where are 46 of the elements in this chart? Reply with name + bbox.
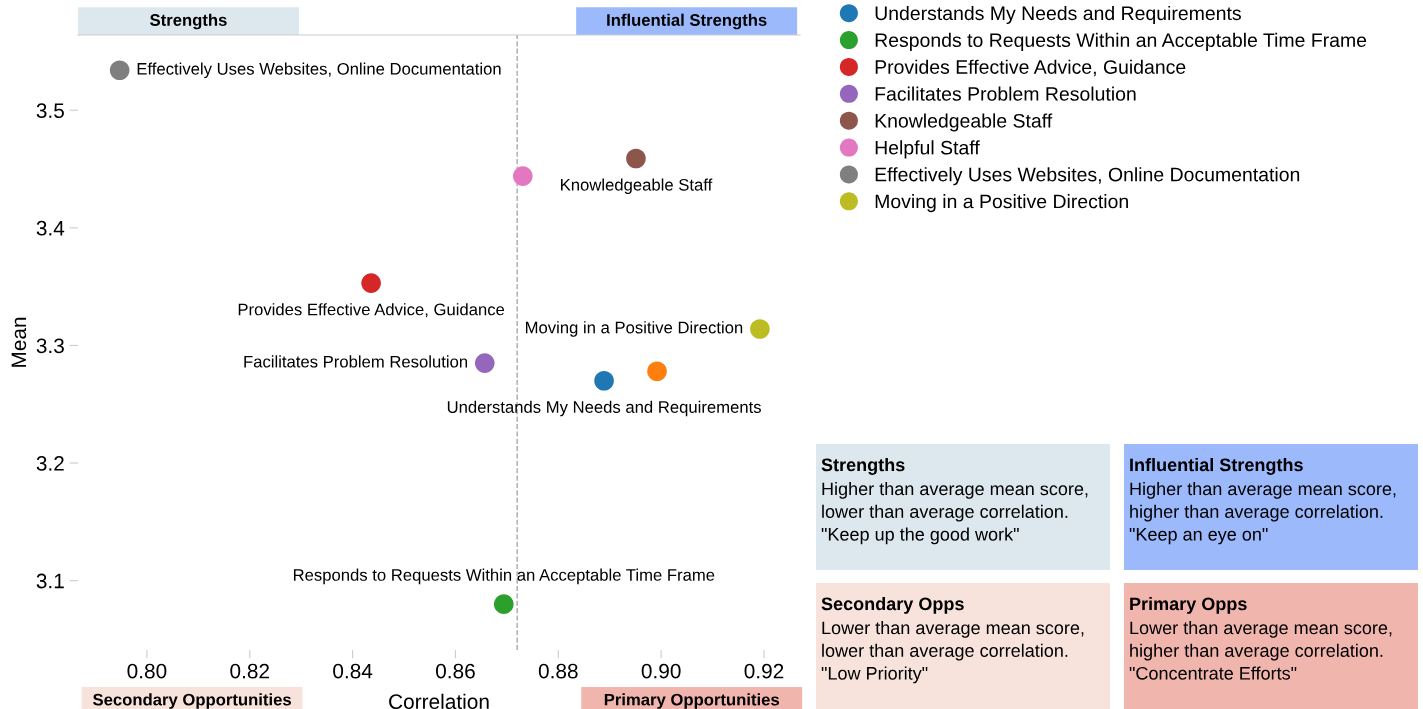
text: Secondary Opportunities <box>93 693 291 709</box>
legend-label: Knowledgeable Staff <box>875 113 1053 132</box>
y-axis-title: Mean <box>11 317 27 367</box>
point <box>626 148 646 169</box>
text: Primary Opps Lower than average mean score, higher than average correlation. "Concentrate Efforts" <box>1129 597 1392 680</box>
point <box>594 370 614 391</box>
x-tick-label: 0.90 <box>641 663 681 679</box>
annotation: Moving in a Positive Direction <box>525 321 743 337</box>
text: Primary Opportunities <box>604 693 779 709</box>
point <box>361 273 381 293</box>
x-axis-title: Correlation <box>389 693 489 709</box>
x-tick-label: 0.80 <box>127 663 167 679</box>
legend-label: Effectively Uses Websites, Online Documentation <box>875 167 1300 186</box>
y-tick-label: 3.1 <box>36 573 64 589</box>
annotation: Provides Effective Advice, Guidance <box>238 303 505 318</box>
x-tick-label: 0.84 <box>333 663 373 679</box>
legend-label: Provides Effective Advice, Guidance <box>875 59 1186 77</box>
x-tick-label: 0.86 <box>436 663 475 679</box>
text: Influential Strengths <box>607 13 767 30</box>
x-tick-label: 0.82 <box>230 663 269 679</box>
x-tick-label: 0.92 <box>744 663 784 679</box>
y-tick-label: 3.4 <box>36 220 65 236</box>
legend-label: Understands My Needs and Requirements <box>875 5 1241 24</box>
annotation: Understands My Needs and Requirements <box>447 400 761 417</box>
text: Influential Strengths Higher than average mean score, higher than average correlation. "Keep an eye on" <box>1129 458 1396 545</box>
annotation: Facilitates Problem Resolution <box>244 355 468 368</box>
y-tick-label: 3.5 <box>36 103 64 119</box>
legend-label: Moving in a Positive Direction <box>875 194 1128 213</box>
annotation: Knowledgeable Staff <box>561 178 713 195</box>
y-tick-label: 3.2 <box>36 456 64 471</box>
annotation: Responds to Requests Within an Acceptable Time Frame <box>293 568 715 585</box>
y-tick-label: 3.3 <box>36 338 64 354</box>
text: Strengths Higher than average mean score, lower than average correlation. "Keep up the good work" <box>821 458 1088 545</box>
annotation: Effectively Uses Websites, Online Documentation <box>137 62 501 79</box>
x-tick-label: 0.88 <box>538 663 578 679</box>
point <box>647 361 667 382</box>
text: Strengths <box>150 13 227 30</box>
point <box>109 60 130 81</box>
legend-label: Facilitates Problem Resolution <box>875 86 1136 101</box>
legend-label: Responds to Requests Within an Acceptable Time Frame <box>875 32 1367 51</box>
point <box>513 166 533 186</box>
point <box>493 594 514 614</box>
point <box>474 353 495 373</box>
legend-label: Helpful Staff <box>875 140 980 159</box>
point <box>750 319 770 339</box>
text: Secondary Opps Lower than average mean score, lower than average correlation. "Low Priority" <box>821 597 1084 684</box>
